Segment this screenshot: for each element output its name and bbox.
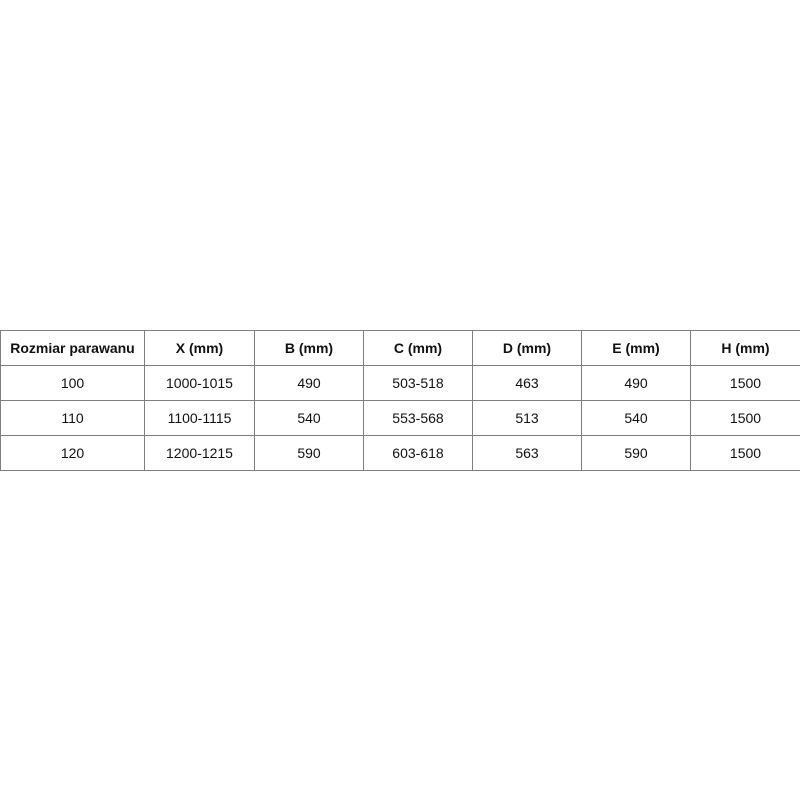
table-cell: 540	[581, 400, 691, 436]
table-row: 120 1200-1215 590 603-618 563 590 1500	[0, 435, 800, 471]
table-cell: 1500	[690, 435, 800, 471]
header-b: B (mm)	[254, 330, 364, 366]
table-cell: 540	[254, 400, 364, 436]
table-cell: 120	[0, 435, 145, 471]
table-cell: 563	[472, 435, 582, 471]
table-cell: 1200-1215	[144, 435, 255, 471]
table-cell: 100	[0, 365, 145, 401]
table-cell: 490	[581, 365, 691, 401]
table-cell: 490	[254, 365, 364, 401]
table-cell: 1500	[690, 400, 800, 436]
table-cell: 1100-1115	[144, 400, 255, 436]
table-cell: 1500	[690, 365, 800, 401]
table-cell: 1000-1015	[144, 365, 255, 401]
table-cell: 513	[472, 400, 582, 436]
table-cell: 603-618	[363, 435, 473, 471]
table-cell: 110	[0, 400, 145, 436]
table-cell: 553-568	[363, 400, 473, 436]
header-d: D (mm)	[472, 330, 582, 366]
header-e: E (mm)	[581, 330, 691, 366]
table-row: 100 1000-1015 490 503-518 463 490 1500	[0, 365, 800, 401]
header-x: X (mm)	[144, 330, 255, 366]
header-c: C (mm)	[363, 330, 473, 366]
table-cell: 463	[472, 365, 582, 401]
table-cell: 503-518	[363, 365, 473, 401]
header-row: Rozmiar parawanu X (mm) B (mm) C (mm) D …	[0, 330, 800, 366]
table-cell: 590	[254, 435, 364, 471]
table-cell: 590	[581, 435, 691, 471]
header-h: H (mm)	[690, 330, 800, 366]
table-row: 110 1100-1115 540 553-568 513 540 1500	[0, 400, 800, 436]
header-size: Rozmiar parawanu	[0, 330, 145, 366]
dimensions-table: Rozmiar parawanu X (mm) B (mm) C (mm) D …	[0, 330, 800, 471]
